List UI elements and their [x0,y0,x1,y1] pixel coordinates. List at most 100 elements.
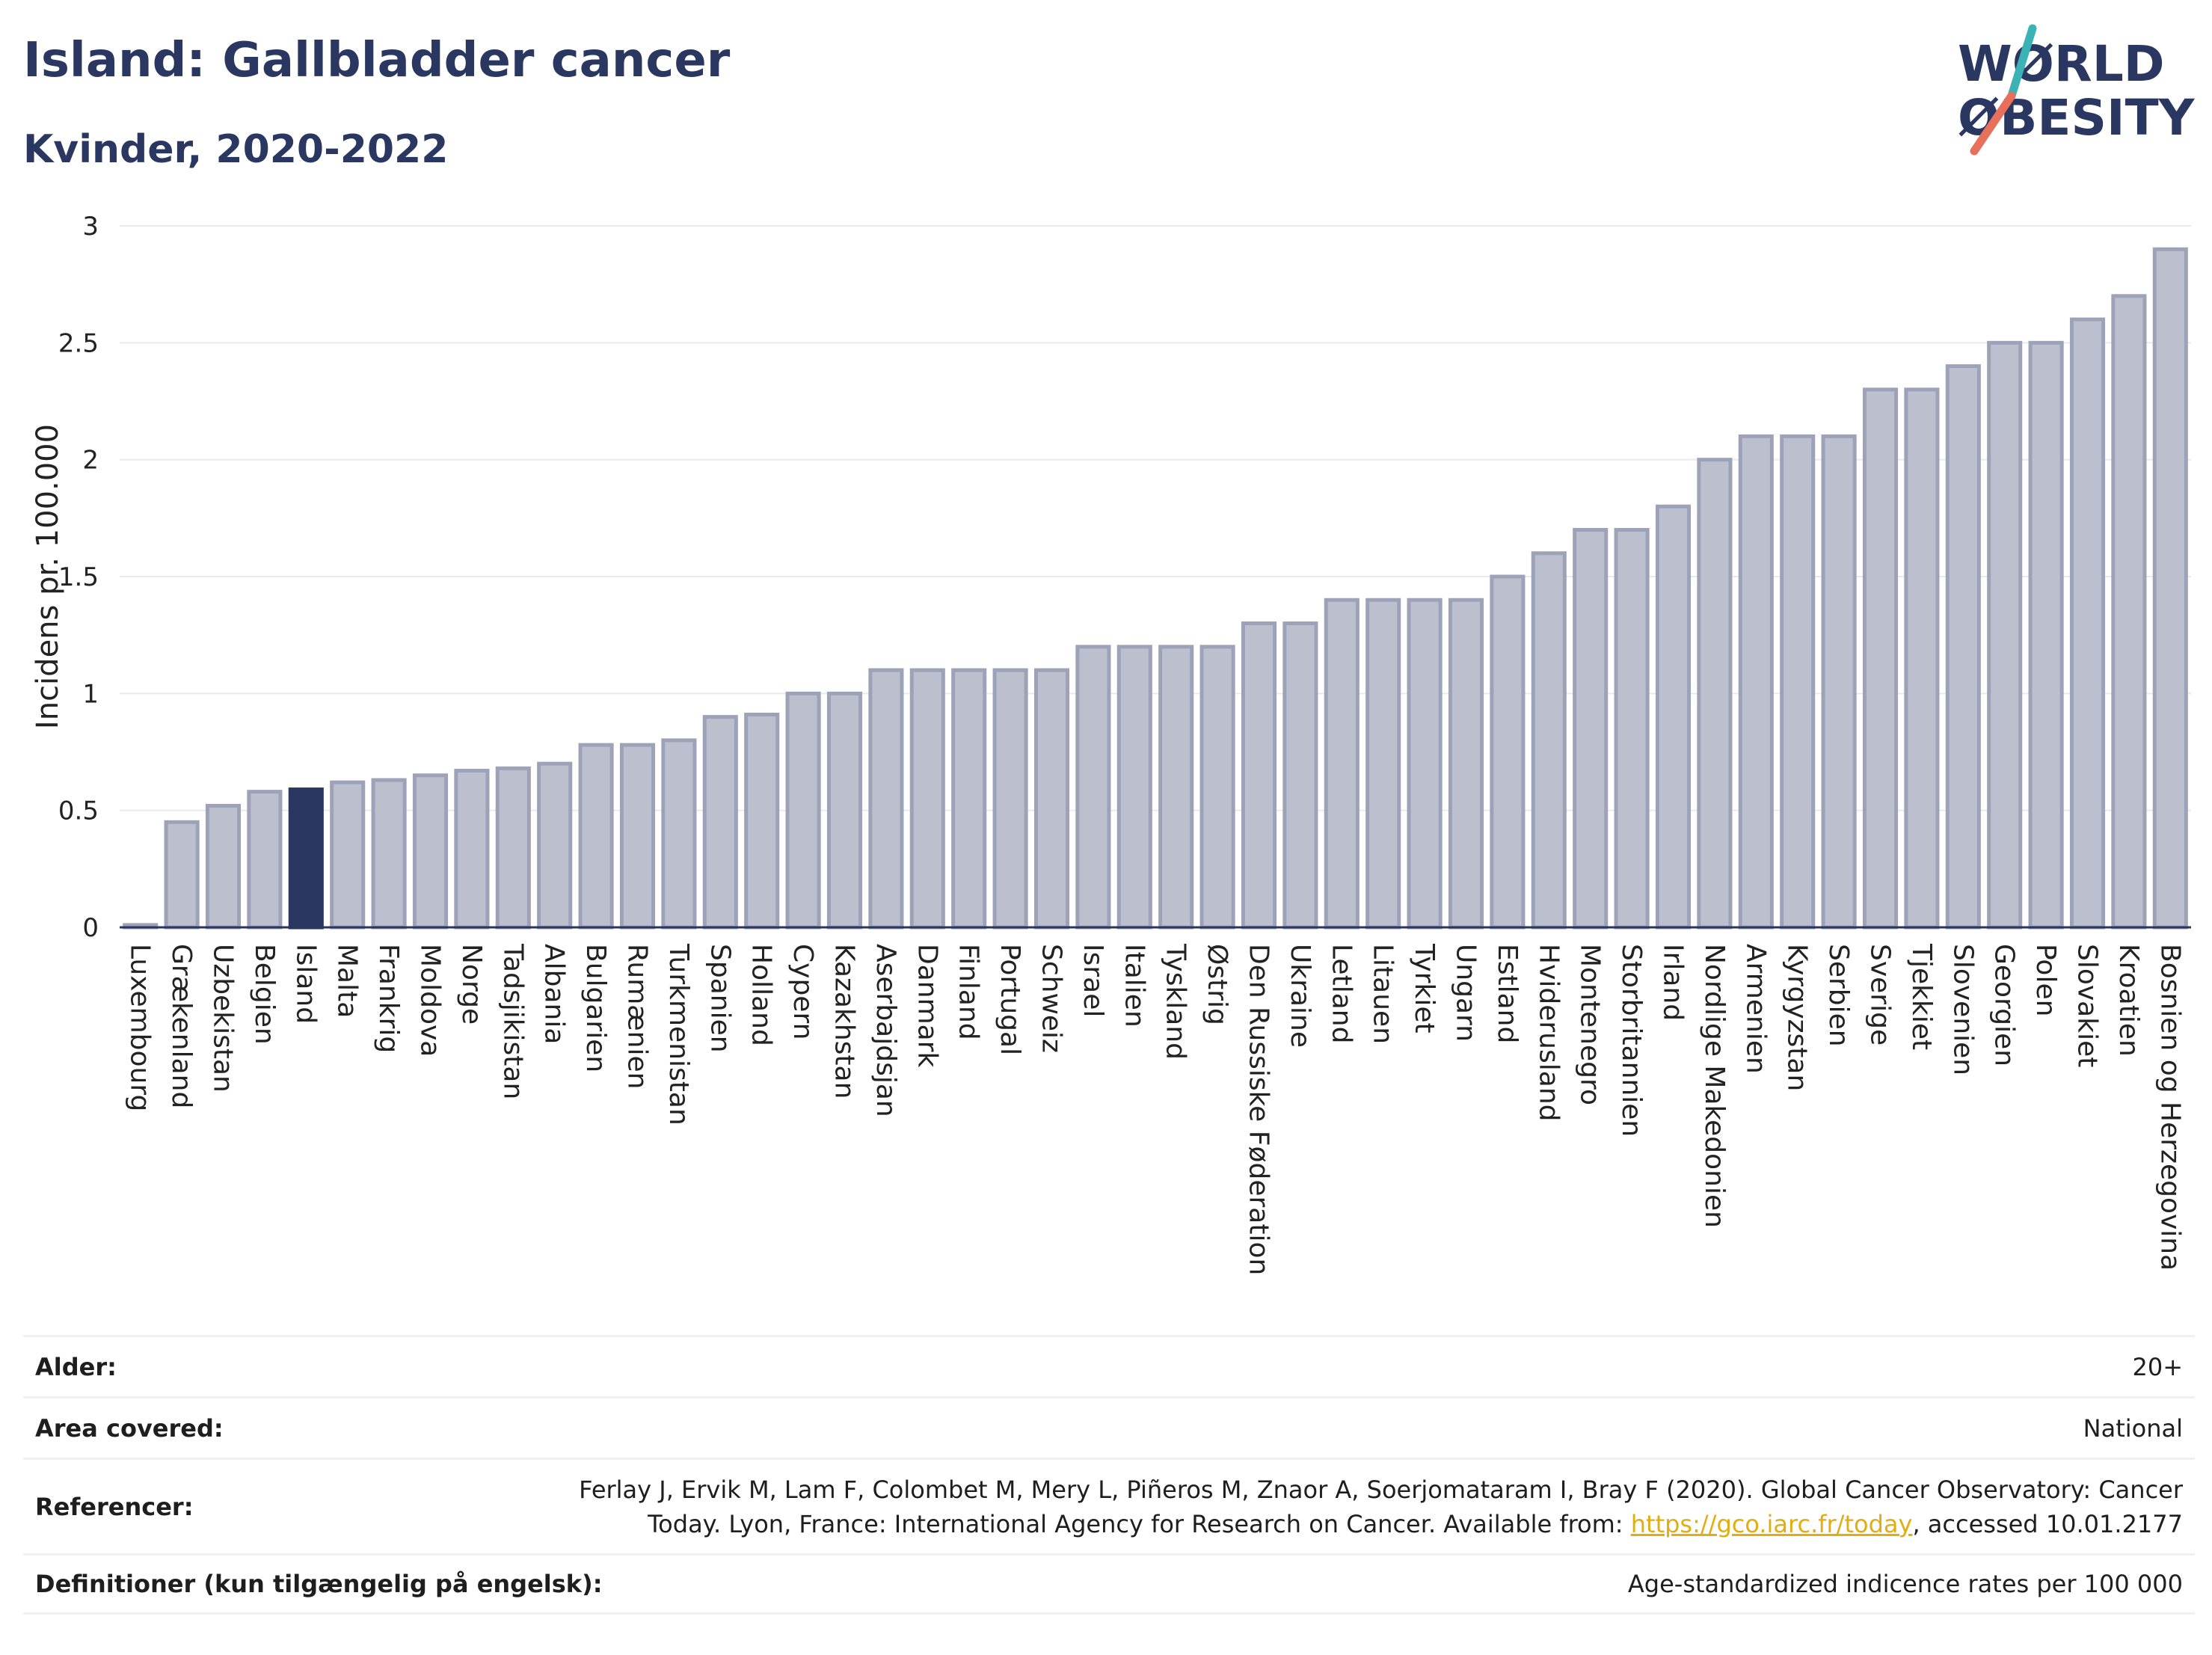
y-axis-label: Incidens pr. 100.000 [31,424,65,729]
x-tick-label: Norge [456,944,487,1025]
area-label: Area covered: [35,1413,224,1443]
y-tick-label: 3 [82,212,99,242]
chart-title: Island: Gallbladder cancer [23,33,731,88]
x-tick-label: Portugal [995,944,1025,1055]
info-row-age: Alder: 20+ [23,1335,2195,1396]
bar-malta [330,780,366,930]
x-tick-label: Montenegro [1575,944,1606,1105]
x-tick-label: Kazakhstan [829,944,860,1099]
references-value: Ferlay J, Ervik M, Lam F, Colombet M, Me… [579,1473,2183,1541]
x-tick-label: Sverige [1865,944,1896,1045]
x-tick-label: Bulgarien [580,944,611,1072]
bar-storbritannien [1614,527,1650,930]
x-tick-label: Italien [1119,944,1149,1028]
x-tick-label: Aserbajdsjan [870,944,901,1117]
info-table: Alder: 20+ Area covered: National Refere… [23,1335,2195,1615]
bar-holland [744,712,780,930]
x-tick-label: Slovakiet [2072,944,2103,1067]
x-tick-label: Den Russiske Føderation [1244,944,1274,1275]
info-row-definitions: Definitioner (kun tilgængelig på engelsk… [23,1553,2195,1615]
bar-schweiz [1033,668,1070,930]
bar-letland [1324,598,1360,930]
logo-slash-bottom [1970,91,2016,156]
x-tick-label: Slovenien [1947,944,1978,1075]
y-tick-label: 1 [82,679,99,709]
logo-text-world: WØRLD [1958,35,2165,93]
x-tick-label: Estland [1492,944,1523,1043]
x-tick-label: Finland [953,944,984,1040]
definitions-value: Age-standardized indicence rates per 100… [1627,1570,2183,1598]
world-obesity-logo: WØRLD ØBESITY [1958,24,2196,156]
x-tick-label: Island [290,944,321,1024]
y-tick-label: 0.5 [58,796,99,826]
bar-chart: 0 0.5 1 1.5 2 2.5 3 Luxembourg Grækenland Uzbeki… [31,212,2191,1275]
references-label: Referencer: [35,1492,194,1521]
x-axis-ticks: Luxembourg Grækenland Uzbekistan Belgien Isl… [125,943,2186,1275]
bar-estland [1490,574,1526,930]
x-tick-label: Irland [1658,944,1689,1021]
bar-italien [1116,645,1152,930]
y-tick-label: 2.5 [58,328,99,358]
bar-aserbajdsjan [868,668,904,930]
references-link[interactable]: https://gco.iarc.fr/today [1630,1509,1913,1538]
bar-norge [454,769,490,930]
x-tick-label: Frankrig [373,944,404,1053]
bar-turkmenistan [661,738,697,930]
x-tick-label: Albania [539,944,570,1044]
x-tick-label: Letland [1326,944,1357,1043]
info-row-area: Area covered: National [23,1396,2195,1458]
x-tick-label: Polen [2030,944,2061,1016]
bar-ukraine [1282,621,1318,930]
bar-georgien [1987,340,2023,930]
x-tick-label: Cypern [787,944,818,1040]
bar-bosnien-og-herzegovina [2152,247,2188,930]
bar-grækenland [164,820,200,930]
bar-uzbekistan [205,803,242,930]
x-tick-label: Tadsjikistan [497,943,528,1099]
bar-armenien [1738,434,1774,930]
x-tick-label: Uzbekistan [208,944,239,1093]
x-tick-label: Kyrgyzstan [1782,944,1813,1091]
x-tick-label: Østrig [1202,944,1232,1025]
bar-østrig [1199,645,1235,930]
y-tick-label: 0 [82,913,99,943]
y-tick-label: 2 [82,446,99,476]
bars [123,247,2188,930]
x-tick-label: Israel [1078,944,1108,1017]
x-tick-label: Danmark [912,944,942,1068]
info-row-references: Referencer: Ferlay J, Ervik M, Lam F, Co… [23,1458,2195,1553]
x-tick-label: Malta [332,944,363,1018]
bar-israel [1075,645,1111,930]
bar-den-russiske-føderation [1241,621,1277,930]
references-text-2: Today. Lyon, France: International Agenc… [648,1509,1631,1538]
x-tick-label: Grækenland [166,944,197,1108]
definitions-label: Definitioner (kun tilgængelig på engelsk… [35,1570,603,1598]
x-tick-label: Litauen [1368,944,1398,1044]
x-tick-label: Georgien [1989,944,2020,1066]
chart-subtitle: Kvinder, 2020-2022 [23,127,449,172]
bar-kazakhstan [826,691,863,930]
age-label: Alder: [35,1352,117,1381]
bar-nordlige-makedonien [1697,458,1733,930]
x-tick-label: Armenien [1740,944,1771,1074]
bar-island [288,787,324,930]
x-tick-label: Tyskland [1161,943,1191,1060]
bar-finland [951,668,987,930]
x-tick-label: Ukraine [1285,944,1315,1048]
bar-cypern [785,691,821,930]
bar-tadsjikistan [495,766,531,930]
bar-tyrkiet [1407,598,1443,930]
x-tick-label: Rumænien [622,944,653,1089]
bar-polen [2028,340,2064,930]
bar-tyskland [1158,645,1194,930]
bar-irland [1655,504,1692,930]
x-tick-label: Holland [746,944,777,1046]
bar-tjekkiet [1904,387,1940,930]
x-tick-label: Storbritannien [1616,944,1647,1137]
x-tick-label: Tyrkiet [1409,943,1440,1034]
x-tick-label: Spanien [704,944,735,1053]
bar-albania [537,761,573,930]
x-tick-label: Nordlige Makedonien [1699,944,1730,1228]
x-tick-label: Tjekkiet [1906,943,1937,1050]
bar-spanien [702,715,738,930]
